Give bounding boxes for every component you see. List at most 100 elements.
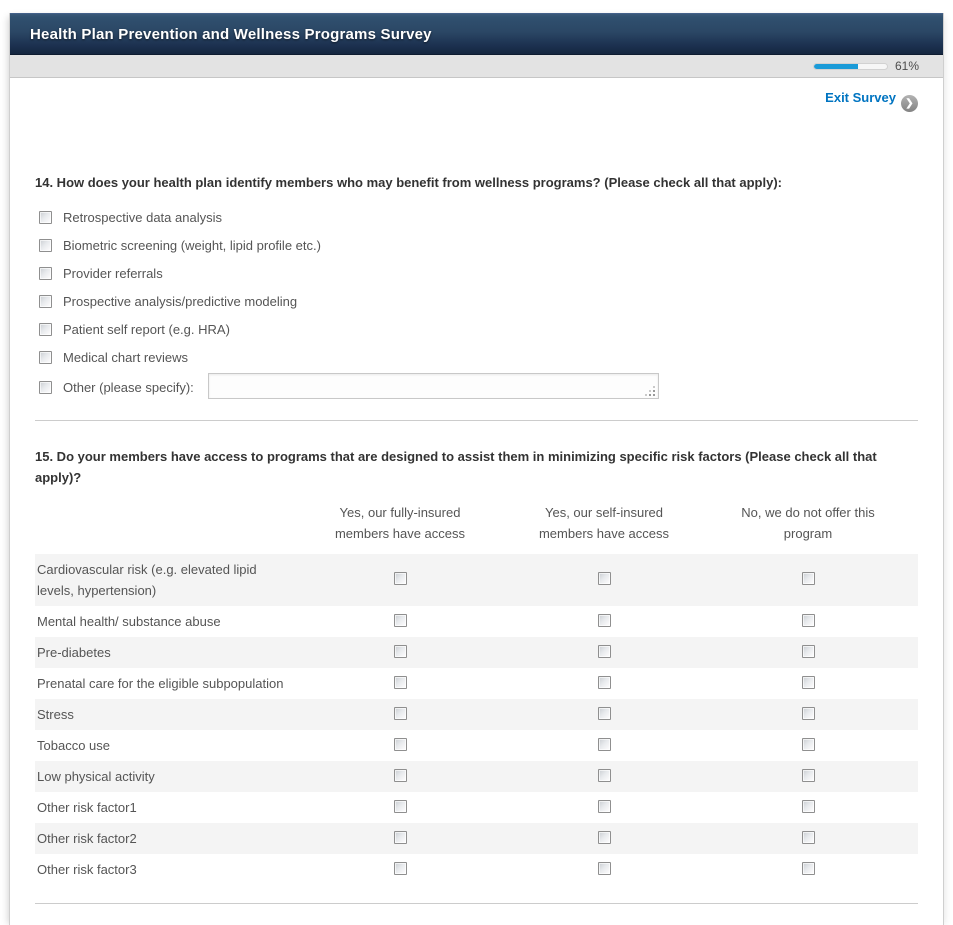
matrix-cell-fully-insured [298,572,502,588]
matrix-cell-not-offered [706,613,910,630]
question-14-title: 14. How does your health plan identify m… [35,175,782,190]
matrix-checkbox-fully-insured[interactable] [393,613,407,627]
matrix-cell-not-offered [706,768,910,785]
matrix-cell-self-insured [502,644,706,661]
matrix-row-label: Tobacco use [37,738,110,753]
matrix-checkbox-self-insured[interactable] [597,572,611,585]
matrix-row-label: Prenatal care for the eligible subpopula… [37,676,284,691]
other-checkbox[interactable] [39,381,52,394]
matrix-checkbox-not-offered[interactable] [801,572,815,585]
question-14: 14. How does your health plan identify m… [35,172,918,402]
option-checkbox[interactable] [39,238,52,252]
matrix-row: Low physical activity [35,761,918,792]
matrix-row: Pre-diabetes [35,637,918,668]
other-specify-textarea[interactable] [207,373,659,399]
matrix-checkbox-self-insured[interactable] [597,799,611,813]
matrix-checkbox-fully-insured[interactable] [393,737,407,751]
matrix-checkbox-not-offered[interactable] [801,706,815,720]
matrix-row-label: Low physical activity [37,769,155,784]
matrix-checkbox-not-offered[interactable] [801,613,815,627]
matrix-checkbox-fully-insured[interactable] [393,644,407,658]
matrix-checkbox-fully-insured[interactable] [393,799,407,813]
question-15-matrix: Yes, our fully-insured members have acce… [35,490,918,885]
matrix-checkbox-self-insured[interactable] [597,675,611,689]
option-checkbox[interactable] [39,266,52,280]
matrix-row: Other risk factor3 [35,854,918,885]
question-15-title: 15. Do your members have access to progr… [35,449,877,485]
option-checkbox[interactable] [39,322,52,336]
matrix-checkbox-self-insured[interactable] [597,861,611,875]
option-checkbox[interactable] [39,350,52,364]
matrix-cell-fully-insured [298,799,502,816]
matrix-row: Tobacco use [35,730,918,761]
matrix-cell-not-offered [706,861,910,878]
exit-arrow-icon[interactable]: ❯ [901,95,918,112]
survey-title-bar: Health Plan Prevention and Wellness Prog… [10,13,943,55]
matrix-checkbox-self-insured[interactable] [597,613,611,627]
survey-page: Health Plan Prevention and Wellness Prog… [9,13,944,925]
browser-top-strip [0,0,953,13]
matrix-cell-fully-insured [298,737,502,754]
matrix-checkbox-fully-insured[interactable] [393,675,407,689]
matrix-row: Stress [35,699,918,730]
matrix-row-label: Other risk factor3 [37,862,137,877]
matrix-checkbox-not-offered[interactable] [801,830,815,844]
checkbox-option-row: Provider referrals [35,259,918,287]
matrix-cell-fully-insured [298,613,502,630]
exit-row: Exit Survey ❯ [35,90,918,112]
option-checkbox[interactable] [39,294,52,308]
matrix-checkbox-fully-insured[interactable] [393,830,407,844]
matrix-checkbox-self-insured[interactable] [597,830,611,844]
matrix-row-label: Other risk factor1 [37,800,137,815]
matrix-checkbox-not-offered[interactable] [801,768,815,782]
matrix-checkbox-not-offered[interactable] [801,799,815,813]
matrix-checkbox-not-offered[interactable] [801,675,815,689]
matrix-row: Other risk factor2 [35,823,918,854]
matrix-checkbox-self-insured[interactable] [597,737,611,751]
matrix-cell-fully-insured [298,768,502,785]
progress-bar [812,62,888,70]
matrix-row: Prenatal care for the eligible subpopula… [35,668,918,699]
matrix-cell-not-offered [706,706,910,723]
matrix-cell-self-insured [502,737,706,754]
matrix-cell-fully-insured [298,861,502,878]
progress-strip: 61% [10,55,943,78]
option-label: Biometric screening (weight, lipid profi… [63,237,321,253]
matrix-cell-self-insured [502,675,706,692]
matrix-checkbox-self-insured[interactable] [597,644,611,658]
matrix-cell-fully-insured [298,706,502,723]
matrix-checkbox-fully-insured[interactable] [393,572,407,585]
section-divider [35,420,918,421]
matrix-cell-not-offered [706,675,910,692]
matrix-checkbox-not-offered[interactable] [801,644,815,658]
matrix-column-header-1: Yes, our fully-insured members have acce… [334,505,466,541]
matrix-checkbox-fully-insured[interactable] [393,706,407,720]
matrix-row: Mental health/ substance abuse [35,606,918,637]
survey-content: Exit Survey ❯ 14. How does your health pl… [10,78,943,925]
matrix-row-label: Other risk factor2 [37,831,137,846]
matrix-cell-not-offered [706,830,910,847]
other-option-label: Other (please specify): [63,380,194,395]
matrix-row: Cardiovascular risk (e.g. elevated lipid… [35,554,918,606]
progress-fill [813,63,859,69]
matrix-checkbox-fully-insured[interactable] [393,768,407,782]
option-label: Provider referrals [63,265,163,281]
matrix-cell-self-insured [502,799,706,816]
matrix-rows: Cardiovascular risk (e.g. elevated lipid… [35,554,918,885]
question-14-options: Retrospective data analysis Biometric sc… [35,203,918,371]
matrix-checkbox-not-offered[interactable] [801,737,815,751]
checkbox-option-row: Medical chart reviews [35,343,918,371]
checkbox-option-row: Patient self report (e.g. HRA) [35,315,918,343]
matrix-cell-not-offered [706,737,910,754]
matrix-checkbox-fully-insured[interactable] [393,861,407,875]
other-textarea-wrap [207,373,659,402]
progress-percent-label: 61% [894,59,919,73]
matrix-header-spacer [35,517,298,527]
exit-survey-link[interactable]: Exit Survey [825,90,896,105]
matrix-column-header-2: Yes, our self-insured members have acces… [538,505,670,541]
matrix-checkbox-self-insured[interactable] [597,706,611,720]
option-checkbox[interactable] [39,210,52,224]
matrix-checkbox-not-offered[interactable] [801,861,815,875]
matrix-row-label: Cardiovascular risk (e.g. elevated lipid… [37,562,257,598]
matrix-checkbox-self-insured[interactable] [597,768,611,782]
